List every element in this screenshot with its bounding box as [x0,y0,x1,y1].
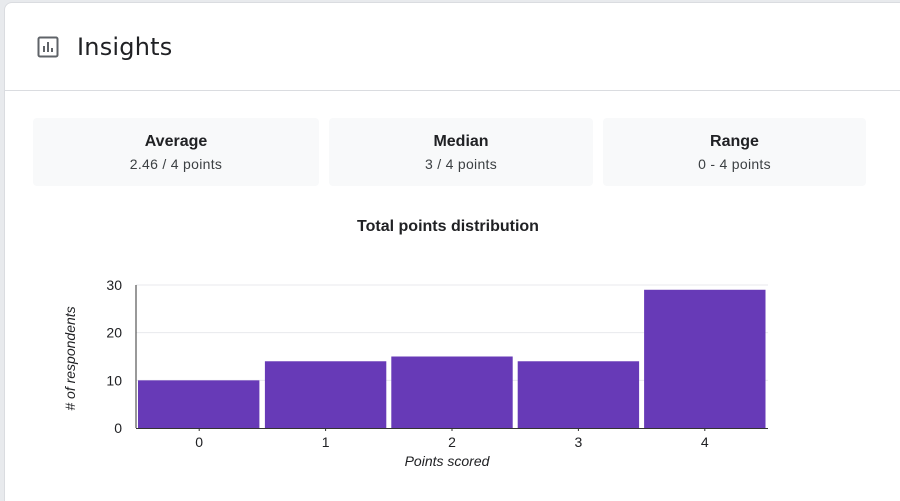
stats-row: Average 2.46 / 4 points Median 3 / 4 poi… [33,118,866,186]
bar-chart-icon [37,36,59,58]
bar-4[interactable] [644,289,766,428]
x-tick-label: 2 [448,434,456,450]
y-tick-label: 0 [114,420,122,436]
page-title: Insights [77,32,173,61]
x-tick-label: 4 [701,434,709,450]
stat-median-label: Median [433,132,489,150]
y-tick-label: 10 [106,372,122,388]
x-axis-title: Points scored [405,453,491,469]
stat-range: Range 0 - 4 points [603,118,866,186]
bar-2[interactable] [391,356,513,429]
bar-3[interactable] [517,361,640,428]
x-tick-label: 3 [575,434,583,450]
stat-range-value: 0 - 4 points [698,155,771,172]
stat-median: Median 3 / 4 points [329,118,593,186]
stat-average-label: Average [144,132,208,150]
y-tick-label: 20 [106,325,122,341]
bar-1[interactable] [264,361,387,428]
bar-0[interactable] [138,380,260,428]
stat-range-label: Range [710,132,759,150]
x-tick-label: 1 [322,434,330,450]
stat-median-value: 3 / 4 points [424,155,498,172]
chart-title: Total points distribution [357,218,539,235]
stat-average: Average 2.46 / 4 points [33,118,319,186]
stat-average-value: 2.46 / 4 points [129,155,223,172]
insights-header: Insights [5,3,900,91]
y-axis-title: # of respondents [62,306,78,410]
x-tick-label: 0 [195,434,203,450]
y-tick-label: 30 [106,277,122,293]
